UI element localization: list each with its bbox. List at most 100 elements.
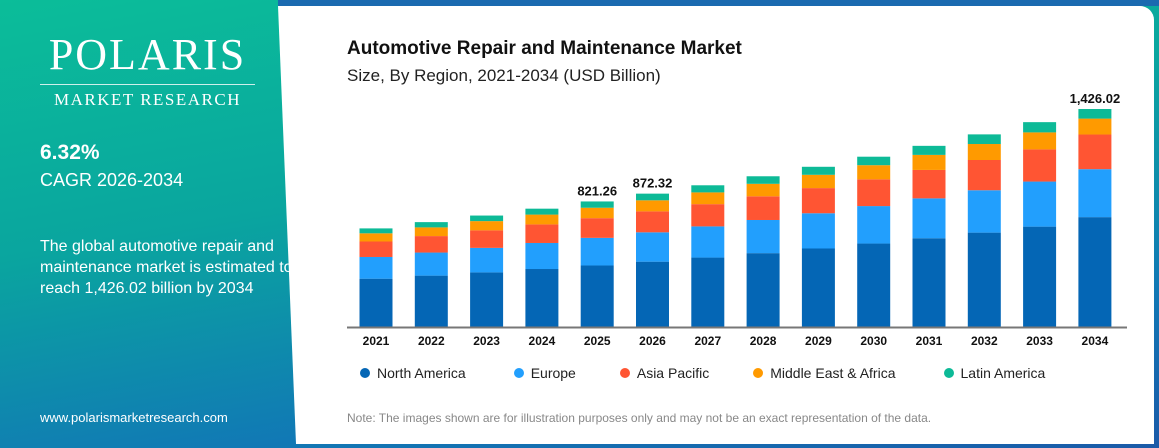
bar-segment-middle-east-africa-2026 — [636, 200, 669, 212]
bar-segment-europe-2028 — [746, 219, 780, 254]
x-tick-label: 2029 — [805, 334, 832, 348]
bar-segment-asia-pacific-2026 — [636, 211, 669, 233]
bar-segment-asia-pacific-2025 — [580, 218, 614, 238]
bar-segment-latin-america-2027 — [691, 185, 725, 193]
bar-segment-europe-2034 — [1078, 169, 1112, 218]
legend-marker-icon — [360, 368, 370, 378]
legend-item: Middle East & Africa — [753, 365, 896, 381]
bar-segment-middle-east-africa-2021 — [359, 233, 393, 242]
legend-label: Middle East & Africa — [770, 365, 896, 381]
bar-segment-asia-pacific-2023 — [470, 230, 504, 248]
top-strip — [278, 0, 1159, 6]
bar-segment-asia-pacific-2030 — [857, 179, 891, 207]
bar-segment-latin-america-2033 — [1023, 122, 1057, 133]
legend-marker-icon — [619, 368, 630, 378]
bar-segment-latin-america-2034 — [1078, 109, 1112, 119]
bar-segment-north-america-2027 — [691, 257, 725, 327]
bar-segment-middle-east-africa-2024 — [525, 214, 559, 225]
bar-segment-asia-pacific-2024 — [525, 224, 559, 243]
website-link[interactable]: www.polarismarketresearch.com — [40, 410, 228, 425]
x-tick-label: 2034 — [1082, 334, 1109, 348]
bar-segment-middle-east-africa-2032 — [967, 144, 1001, 161]
bar-segment-latin-america-2023 — [470, 215, 504, 222]
x-tick-label: 2022 — [418, 334, 445, 348]
bar-segment-europe-2032 — [967, 190, 1001, 233]
bar-segment-europe-2033 — [1023, 181, 1057, 227]
x-tick-label: 2027 — [694, 334, 721, 348]
bar-segment-latin-america-2026 — [636, 193, 669, 201]
x-tick-label: 2026 — [639, 334, 666, 348]
bar-segment-asia-pacific-2033 — [1023, 149, 1057, 182]
bar-segment-latin-america-2032 — [967, 134, 1001, 145]
x-tick-label: 2031 — [916, 334, 943, 348]
legend-label: Latin America — [960, 365, 1046, 381]
polaris-logo: POLARIS MARKET RESEARCH — [40, 32, 255, 110]
market-description: The global automotive repair and mainten… — [40, 238, 293, 297]
bar-segment-middle-east-africa-2027 — [691, 192, 725, 205]
cagr-value: 6.32% — [40, 141, 100, 164]
bar-segment-north-america-2029 — [801, 248, 835, 327]
bar-segment-north-america-2033 — [1023, 226, 1057, 327]
x-tick-label: 2028 — [750, 334, 777, 348]
bar-segment-europe-2030 — [857, 206, 891, 244]
bar-segment-middle-east-africa-2031 — [912, 154, 946, 170]
x-tick-label: 2025 — [584, 334, 611, 348]
legend-marker-icon — [513, 368, 524, 378]
legend-marker-icon — [943, 368, 954, 378]
bar-segment-latin-america-2028 — [746, 176, 780, 184]
data-label-2026: 872.32 — [633, 176, 673, 191]
bar-segment-latin-america-2031 — [912, 145, 946, 155]
bar-segment-asia-pacific-2022 — [414, 236, 448, 253]
bar-segment-north-america-2034 — [1078, 217, 1112, 327]
legend-label: North America — [377, 365, 466, 381]
x-tick-label: 2030 — [860, 334, 887, 348]
legend-label: Asia Pacific — [636, 365, 710, 381]
bar-segment-latin-america-2021 — [359, 228, 393, 234]
bar-segment-europe-2025 — [580, 237, 614, 266]
x-tick-label: 2021 — [363, 334, 390, 348]
data-label-2034: 1,426.02 — [1070, 91, 1121, 106]
legend-item: Asia Pacific — [619, 365, 710, 381]
legend-label: Europe — [530, 365, 576, 381]
cagr-label: CAGR 2026-2034 — [40, 170, 184, 190]
bar-segment-latin-america-2030 — [857, 156, 891, 166]
bar-segment-asia-pacific-2034 — [1078, 134, 1112, 170]
bar-segment-latin-america-2025 — [580, 201, 614, 208]
disclaimer-note: Note: The images shown are for illustrat… — [347, 411, 932, 425]
bar-segment-north-america-2032 — [967, 232, 1001, 327]
bar-segment-middle-east-africa-2033 — [1023, 132, 1057, 150]
bar-segment-latin-america-2024 — [525, 208, 559, 215]
bar-segment-asia-pacific-2031 — [912, 169, 946, 199]
legend-marker-icon — [753, 368, 764, 378]
brand-name: POLARIS — [48, 30, 247, 79]
bar-segment-north-america-2026 — [636, 261, 669, 327]
bar-segment-europe-2022 — [414, 252, 448, 276]
x-tick-label: 2023 — [473, 334, 500, 348]
bar-segment-europe-2027 — [691, 226, 725, 258]
bar-segment-middle-east-africa-2022 — [414, 227, 448, 237]
legend-item: Europe — [513, 365, 576, 381]
bar-segment-asia-pacific-2029 — [801, 188, 835, 214]
bar-segment-europe-2024 — [525, 242, 559, 270]
chart-subtitle: Size, By Region, 2021-2034 (USD Billion) — [347, 66, 661, 85]
bar-segment-north-america-2031 — [912, 238, 946, 327]
bar-segment-asia-pacific-2032 — [967, 160, 1001, 191]
chart-legend: North America Europe Asia Pacific Middle Ea… — [360, 365, 1045, 381]
bar-segment-north-america-2028 — [746, 253, 780, 327]
data-label-2025: 821.26 — [577, 183, 617, 198]
legend-item: North America — [360, 365, 466, 381]
bar-segment-europe-2029 — [801, 213, 835, 249]
bar-segment-north-america-2023 — [470, 272, 504, 327]
bar-segment-middle-east-africa-2023 — [470, 221, 504, 231]
bar-segment-latin-america-2029 — [801, 166, 835, 175]
bar-segment-middle-east-africa-2029 — [801, 174, 835, 189]
bar-segment-north-america-2021 — [359, 278, 393, 327]
x-tick-label: 2024 — [529, 334, 556, 348]
brand-tagline: MARKET RESEARCH — [53, 90, 241, 109]
logo-divider — [40, 84, 255, 85]
bar-segment-asia-pacific-2021 — [359, 241, 393, 257]
bar-segment-north-america-2030 — [857, 243, 891, 327]
bar-segment-europe-2021 — [359, 256, 393, 279]
bar-segment-europe-2031 — [912, 198, 946, 239]
